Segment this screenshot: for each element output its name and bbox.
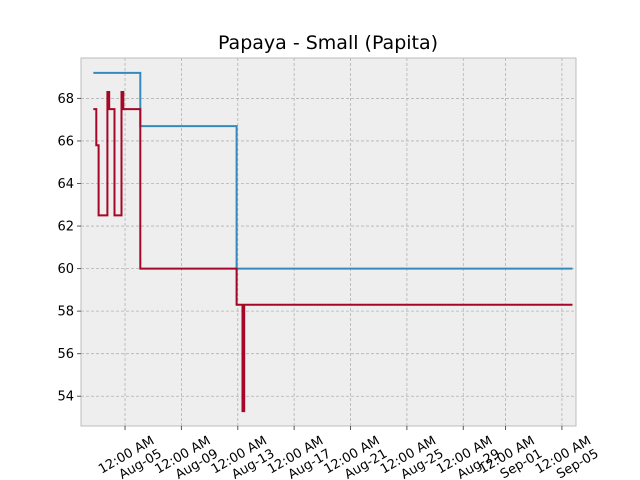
x-tick-label: 12:00 AMAug-05 [96, 433, 164, 480]
y-tick-label: 64 [57, 177, 74, 192]
y-tick-label: 68 [57, 92, 74, 107]
y-tick-label: 58 [57, 305, 74, 320]
y-tick-label: 54 [57, 390, 74, 405]
plot-area [80, 57, 577, 427]
series-line-2 [93, 91, 573, 413]
grid-lines [81, 58, 576, 426]
y-axis-ticks: 54 56 58 60 62 64 66 68 [57, 92, 81, 405]
y-tick-label: 56 [57, 347, 74, 362]
series-layer [93, 71, 573, 413]
chart-title: Papaya - Small (Papita) [218, 32, 438, 54]
series-line-1 [93, 71, 573, 270]
y-tick-label: 62 [57, 220, 74, 235]
y-tick-label: 60 [57, 262, 74, 277]
y-tick-label: 66 [57, 134, 74, 149]
